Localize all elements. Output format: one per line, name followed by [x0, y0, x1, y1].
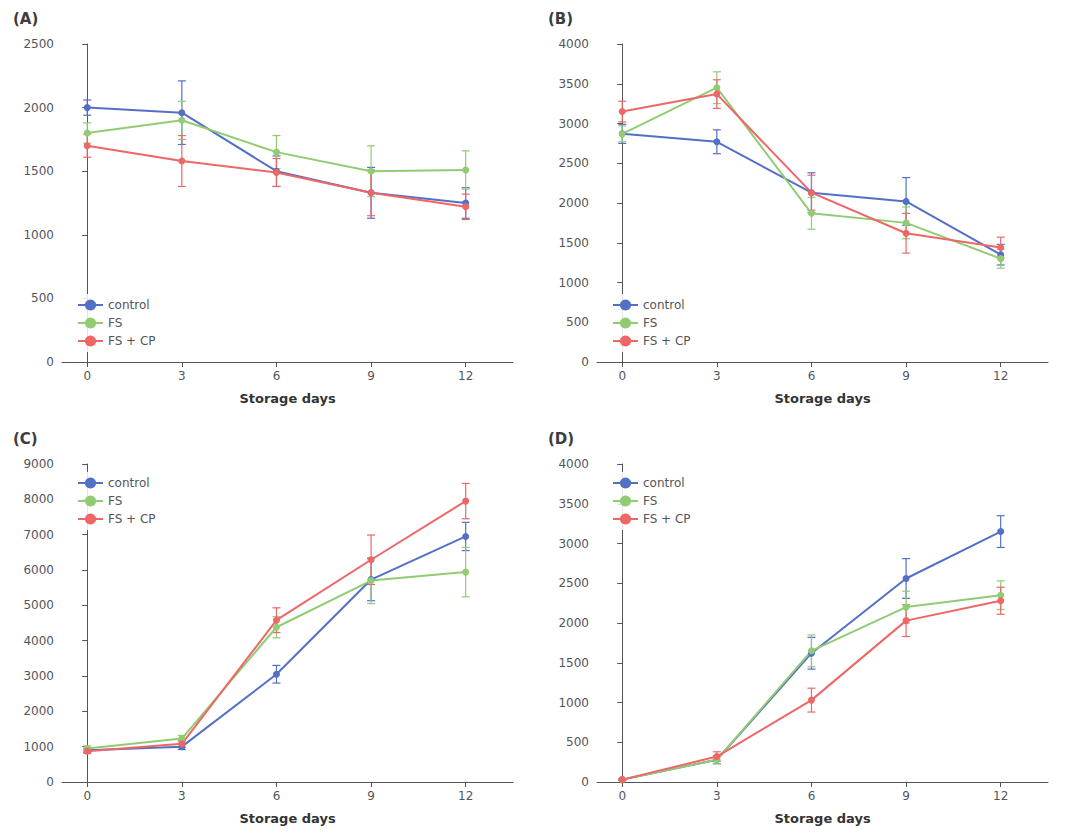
- svg-text:6: 6: [273, 369, 281, 383]
- svg-text:2000: 2000: [23, 101, 54, 115]
- svg-text:2500: 2500: [23, 37, 54, 51]
- svg-text:9: 9: [902, 369, 910, 383]
- svg-text:1500: 1500: [558, 656, 589, 670]
- svg-text:0: 0: [581, 775, 589, 789]
- svg-text:FS + CP: FS + CP: [643, 334, 691, 348]
- svg-text:1500: 1500: [558, 236, 589, 250]
- svg-text:2000: 2000: [558, 616, 589, 630]
- svg-text:Storage days: Storage days: [774, 811, 870, 826]
- svg-text:FS: FS: [108, 316, 122, 330]
- svg-text:6: 6: [273, 789, 281, 803]
- svg-text:0: 0: [46, 775, 54, 789]
- svg-text:control: control: [108, 476, 150, 490]
- svg-text:500: 500: [566, 735, 589, 749]
- svg-text:4000: 4000: [23, 634, 54, 648]
- svg-text:FS: FS: [108, 494, 122, 508]
- svg-text:2000: 2000: [558, 196, 589, 210]
- svg-text:2500: 2500: [558, 156, 589, 170]
- svg-text:3: 3: [178, 789, 186, 803]
- svg-text:3500: 3500: [558, 497, 589, 511]
- svg-text:0: 0: [46, 355, 54, 369]
- svg-text:0: 0: [581, 355, 589, 369]
- svg-text:4000: 4000: [558, 37, 589, 51]
- svg-text:9000: 9000: [23, 457, 54, 471]
- svg-text:3: 3: [178, 369, 186, 383]
- svg-text:500: 500: [566, 315, 589, 329]
- svg-text:Storage days: Storage days: [239, 811, 335, 826]
- svg-text:1000: 1000: [23, 228, 54, 242]
- svg-text:6000: 6000: [23, 563, 54, 577]
- svg-text:1000: 1000: [558, 696, 589, 710]
- svg-text:1500: 1500: [23, 164, 54, 178]
- svg-text:control: control: [108, 298, 150, 312]
- svg-text:3000: 3000: [23, 669, 54, 683]
- svg-text:0: 0: [618, 369, 626, 383]
- svg-text:12: 12: [993, 369, 1008, 383]
- svg-text:8000: 8000: [23, 492, 54, 506]
- svg-text:Storage days: Storage days: [774, 391, 870, 406]
- svg-text:0: 0: [83, 789, 91, 803]
- svg-text:Storage days: Storage days: [239, 391, 335, 406]
- svg-text:5000: 5000: [23, 598, 54, 612]
- svg-text:0: 0: [618, 789, 626, 803]
- svg-text:9: 9: [902, 789, 910, 803]
- svg-text:12: 12: [458, 369, 473, 383]
- svg-text:FS + CP: FS + CP: [108, 512, 156, 526]
- svg-text:3000: 3000: [558, 537, 589, 551]
- svg-text:6: 6: [808, 369, 816, 383]
- svg-text:(B): (B): [548, 10, 573, 28]
- svg-text:3: 3: [713, 369, 721, 383]
- svg-text:7000: 7000: [23, 528, 54, 542]
- svg-text:(C): (C): [13, 430, 38, 448]
- svg-text:12: 12: [993, 789, 1008, 803]
- svg-text:FS + CP: FS + CP: [643, 512, 691, 526]
- svg-text:(D): (D): [548, 430, 574, 448]
- svg-text:3000: 3000: [558, 117, 589, 131]
- svg-text:0: 0: [83, 369, 91, 383]
- svg-text:FS: FS: [643, 494, 657, 508]
- svg-text:control: control: [643, 298, 685, 312]
- svg-text:FS + CP: FS + CP: [108, 334, 156, 348]
- svg-text:1000: 1000: [558, 276, 589, 290]
- svg-text:4000: 4000: [558, 457, 589, 471]
- svg-text:6: 6: [808, 789, 816, 803]
- svg-text:1000: 1000: [23, 740, 54, 754]
- svg-text:2500: 2500: [558, 576, 589, 590]
- svg-text:9: 9: [367, 789, 375, 803]
- svg-text:3500: 3500: [558, 77, 589, 91]
- svg-text:9: 9: [367, 369, 375, 383]
- svg-text:control: control: [643, 476, 685, 490]
- svg-text:(A): (A): [13, 10, 38, 28]
- svg-text:500: 500: [31, 291, 54, 305]
- svg-text:12: 12: [458, 789, 473, 803]
- svg-text:FS: FS: [643, 316, 657, 330]
- svg-text:3: 3: [713, 789, 721, 803]
- svg-text:2000: 2000: [23, 704, 54, 718]
